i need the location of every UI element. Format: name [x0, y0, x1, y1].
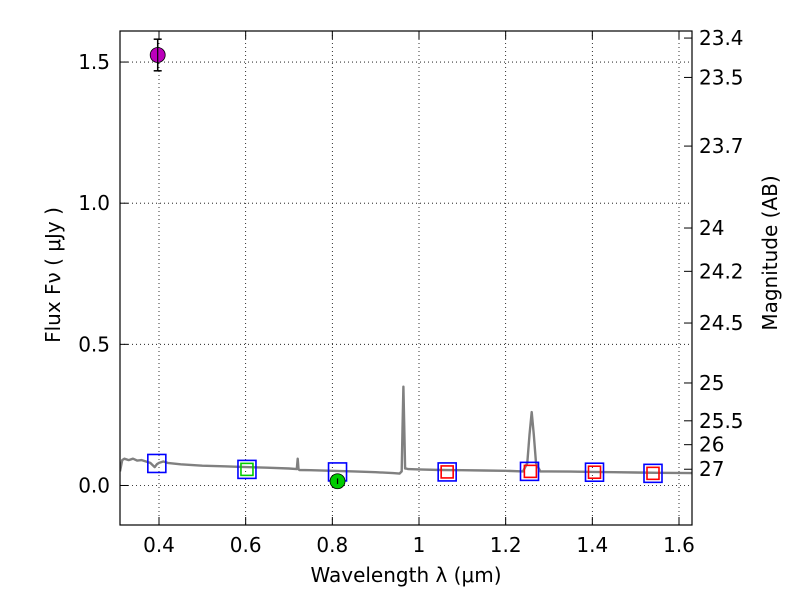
- mag-tick-label: 24: [699, 216, 724, 240]
- blue-square-marker: [643, 463, 663, 484]
- mag-tick-label: 23.4: [699, 26, 744, 50]
- blue-square-marker: [147, 453, 167, 474]
- blue-square-marker: [237, 459, 257, 480]
- series-layer: [120, 38, 692, 490]
- x-tick-label: 1.6: [663, 533, 695, 557]
- red-square-marker: [646, 466, 660, 481]
- y-tick-label: 1.0: [78, 191, 110, 215]
- model-spectrum-line: [120, 385, 692, 475]
- plot-area: [120, 31, 692, 525]
- x-tick-label: 0.8: [316, 533, 348, 557]
- blue-square-marker: [519, 461, 540, 482]
- green-square-marker: [240, 462, 254, 477]
- grid: [120, 31, 692, 525]
- red-square-marker: [440, 465, 454, 479]
- x-axis-label: Wavelength λ (μm): [310, 563, 501, 587]
- plot-frame: [119, 30, 693, 526]
- mag-tick-label: 23.5: [699, 65, 744, 89]
- y-tick-label: 0.0: [78, 473, 110, 497]
- y-tick-label: 1.5: [78, 50, 110, 74]
- red-square-marker: [587, 465, 602, 480]
- mag-tick-label: 27: [699, 457, 724, 481]
- mag-tick-label: 24.2: [699, 259, 744, 283]
- red-square-marker: [523, 464, 538, 479]
- x-tick-label: 1: [413, 533, 426, 557]
- x-tick-label: 0.6: [230, 533, 262, 557]
- right-axis-label: Magnitude (AB): [758, 175, 782, 330]
- x-tick-label: 1.2: [490, 533, 522, 557]
- blue-square-marker: [584, 462, 605, 483]
- mag-tick-label: 23.7: [699, 134, 744, 158]
- y-tick-label: 0.5: [78, 332, 110, 356]
- mag-tick-label: 24.5: [699, 311, 744, 335]
- mag-tick-label: 25: [699, 371, 724, 395]
- mag-tick-label: 26: [699, 433, 724, 457]
- x-tick-label: 0.4: [143, 533, 175, 557]
- y-axis-label: Flux Fν ( μJy ): [41, 207, 65, 343]
- x-tick-label: 1.4: [576, 533, 608, 557]
- mag-tick-label: 25.5: [699, 409, 744, 433]
- ticks: 0.4 0.6 0.8 1 1.2 1.4 1.6 0.0 0.5 1.0 1.5 23.4 23.5 2…: [78, 26, 743, 557]
- blue-square-marker: [437, 462, 457, 482]
